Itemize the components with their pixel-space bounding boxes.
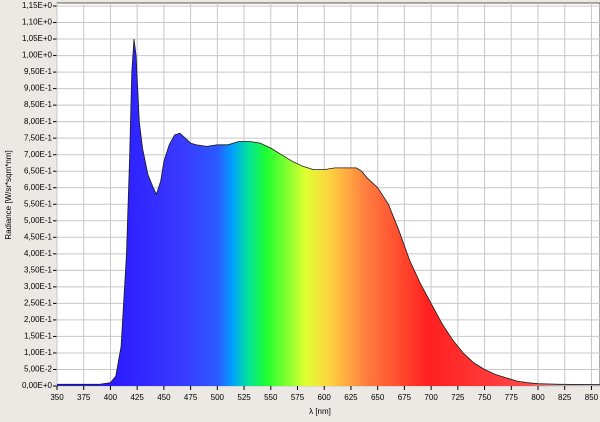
y-axis-title: Radiance [W/sr*sqm*nm] [4, 150, 13, 239]
y-tick-label: 6,50E-1 [24, 166, 53, 175]
y-tick-label: 3,00E-1 [24, 282, 53, 291]
y-tick-label: 1,50E-1 [24, 332, 53, 341]
y-tick-label: 5,00E-2 [24, 365, 53, 374]
x-tick-label: 400 [104, 393, 118, 402]
x-tick-label: 550 [264, 393, 278, 402]
y-tick-label: 2,00E-1 [24, 315, 53, 324]
x-tick-label: 700 [424, 393, 438, 402]
y-tick-label: 8,50E-1 [24, 100, 53, 109]
y-tick-label: 0,00E+0 [22, 381, 53, 390]
spectrum-line [57, 38, 600, 386]
y-tick-label: 1,05E+0 [22, 34, 53, 43]
y-tick-label: 7,00E-1 [24, 150, 53, 159]
x-tick-label: 800 [531, 393, 545, 402]
x-tick-label: 350 [50, 393, 64, 402]
x-tick-label: 750 [478, 393, 492, 402]
x-tick-label: 600 [318, 393, 332, 402]
y-tick-label: 2,50E-1 [24, 299, 53, 308]
y-tick-label: 5,50E-1 [24, 199, 53, 208]
y-tick-label: 7,50E-1 [24, 133, 53, 142]
x-tick-label: 500 [211, 393, 225, 402]
x-tick-label: 725 [451, 393, 465, 402]
x-tick-label: 425 [130, 393, 144, 402]
x-tick-label: 625 [344, 393, 358, 402]
x-tick-label: 775 [505, 393, 519, 402]
x-tick-label: 825 [558, 393, 572, 402]
y-tick-label: 5,00E-1 [24, 216, 53, 225]
y-tick-label: 1,00E-1 [24, 348, 53, 357]
y-tick-label: 1,10E+0 [22, 18, 53, 27]
x-tick-label: 650 [371, 393, 385, 402]
spectrum-area [57, 39, 600, 386]
x-tick-label: 575 [291, 393, 305, 402]
y-tick-label: 6,00E-1 [24, 183, 53, 192]
x-tick-label: 850 [585, 393, 599, 402]
x-tick-label: 450 [157, 393, 171, 402]
y-tick-label: 9,00E-1 [24, 84, 53, 93]
y-tick-label: 8,00E-1 [24, 117, 53, 126]
x-tick-label: 675 [398, 393, 412, 402]
y-tick-label: 3,50E-1 [24, 265, 53, 274]
x-tick-label: 525 [237, 393, 251, 402]
y-tick-label: 4,50E-1 [24, 232, 53, 241]
y-tick-label: 1,00E+0 [22, 51, 53, 60]
y-tick-label: 9,50E-1 [24, 67, 53, 76]
x-tick-label: 475 [184, 393, 198, 402]
y-tick-label: 1,15E+0 [22, 1, 53, 10]
x-tick-label: 375 [77, 393, 91, 402]
x-axis-title: λ [nm] [309, 407, 331, 416]
y-tick-label: 4,00E-1 [24, 249, 53, 258]
